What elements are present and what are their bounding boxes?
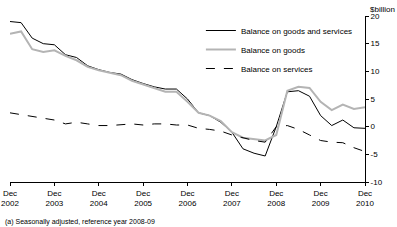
- svg-text:15: 15: [371, 39, 380, 48]
- svg-text:Dec2003: Dec2003: [45, 189, 63, 208]
- svg-text:10: 10: [371, 67, 380, 76]
- svg-text:-10: -10: [371, 178, 383, 187]
- svg-text:Dec2005: Dec2005: [134, 189, 152, 208]
- svg-text:Balance on goods: Balance on goods: [241, 46, 305, 55]
- svg-text:Dec2007: Dec2007: [223, 189, 241, 208]
- svg-text:Dec2008: Dec2008: [267, 189, 285, 208]
- svg-text:$billion: $billion: [370, 5, 395, 14]
- svg-text:Dec2002: Dec2002: [1, 189, 19, 208]
- svg-text:Balance on goods and services: Balance on goods and services: [241, 27, 352, 36]
- svg-text:Dec2009: Dec2009: [312, 189, 330, 208]
- svg-text:0: 0: [371, 122, 376, 131]
- svg-text:20: 20: [371, 12, 380, 21]
- svg-text:5: 5: [371, 95, 376, 104]
- svg-text:Balance on services: Balance on services: [241, 65, 313, 74]
- svg-text:Dec2006: Dec2006: [179, 189, 197, 208]
- svg-text:(a) Seasonally adjusted, refer: (a) Seasonally adjusted, reference year …: [5, 218, 155, 226]
- svg-text:Dec2010: Dec2010: [356, 189, 374, 208]
- svg-text:Dec2004: Dec2004: [90, 189, 108, 208]
- svg-text:-5: -5: [371, 150, 379, 159]
